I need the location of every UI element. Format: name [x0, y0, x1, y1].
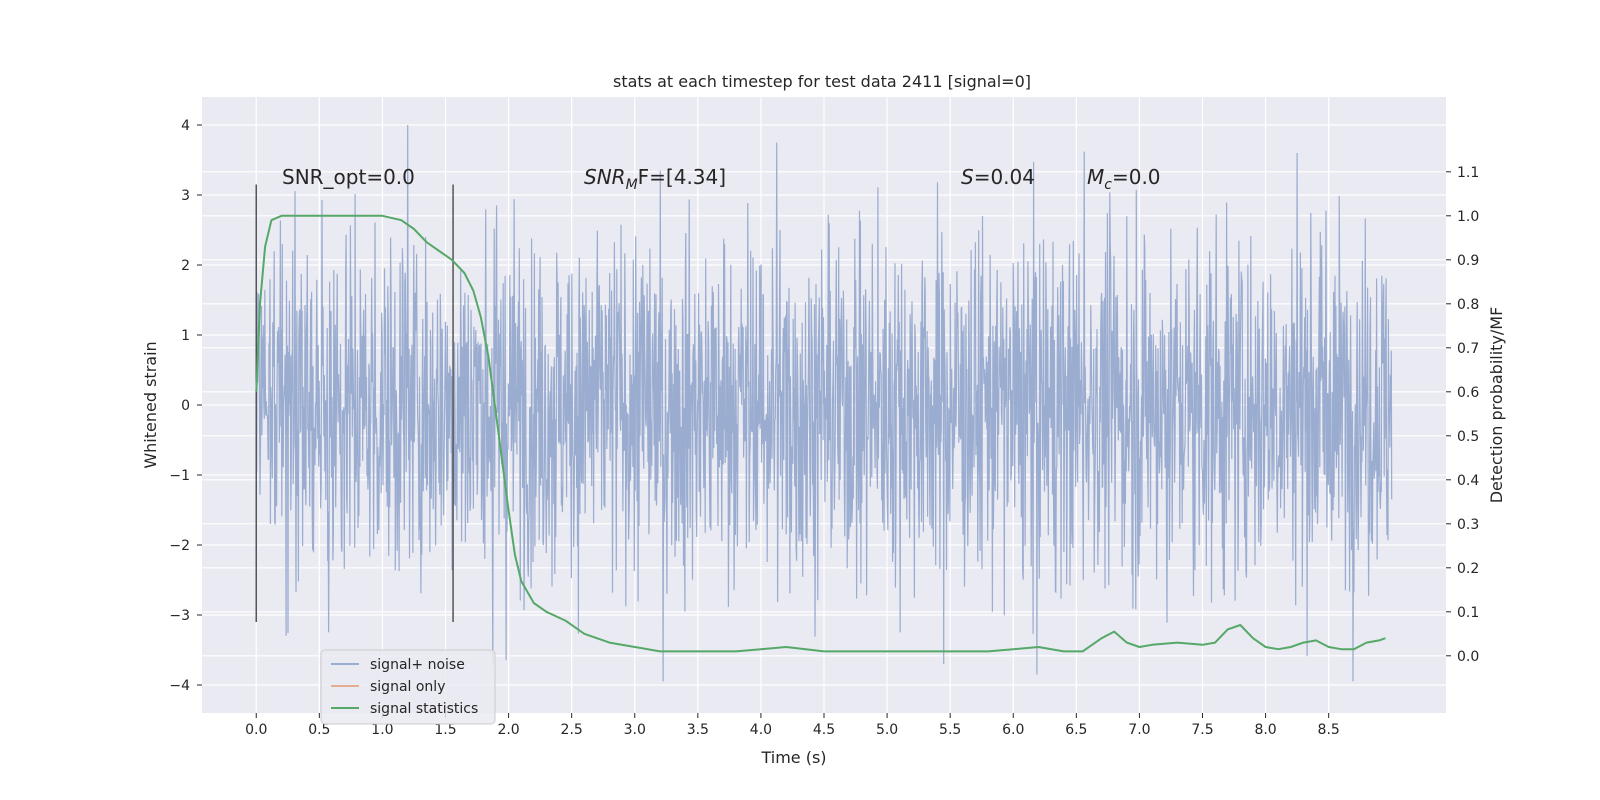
annotation-s: S=0.04 [961, 165, 1035, 189]
y-right-tick-label-11: 0.0 [1457, 649, 1479, 665]
y-right-tick-label-3: 0.8 [1457, 297, 1479, 313]
annotation-snr-mf-main: SNR [584, 165, 626, 189]
legend: signal+ noise signal only signal statist… [320, 649, 496, 725]
y-right-tick-label-10: 0.1 [1457, 605, 1479, 621]
y-tick-label-2: 2 [181, 258, 190, 274]
x-tick-label-15: 7.5 [1191, 722, 1213, 738]
y-right-axis-ticks: 1.1 1.0 0.9 0.8 0.7 0.6 0.5 0.4 0.3 0.2 0.1 0.0 [1446, 165, 1479, 665]
y-tick-label-7: −3 [169, 608, 190, 624]
x-tick-label-0: 0.0 [245, 722, 267, 738]
x-tick-label-12: 6.0 [1002, 722, 1024, 738]
y-tick-label-5: −1 [169, 468, 190, 484]
annotation-snr-mf: SNRMF=[4.34] [584, 165, 726, 193]
x-tick-label-11: 5.5 [939, 722, 961, 738]
y-right-tick-label-9: 0.2 [1457, 561, 1479, 577]
annotation-mc-sub: c [1104, 177, 1112, 193]
y-right-tick-label-4: 0.7 [1457, 341, 1479, 357]
x-tick-label-2: 1.0 [371, 722, 393, 738]
y-right-tick-label-0: 1.1 [1457, 165, 1479, 181]
y-right-tick-label-2: 0.9 [1457, 253, 1479, 269]
x-tick-label-16: 8.0 [1254, 722, 1276, 738]
x-tick-label-3: 1.5 [434, 722, 456, 738]
x-tick-label-7: 3.5 [687, 722, 709, 738]
x-tick-label-17: 8.5 [1318, 722, 1340, 738]
annotation-mc: Mc=0.0 [1087, 165, 1161, 193]
series-signal-statistics [255, 214, 1386, 653]
y-tick-label-8: −4 [169, 678, 190, 694]
annotation-mc-main: M [1087, 165, 1104, 189]
legend-label-noise: signal+ noise [370, 657, 465, 673]
vertical-markers [255, 184, 454, 622]
statistics-line [255, 214, 1386, 653]
legend-box [320, 649, 496, 725]
y-tick-label-3: 1 [181, 328, 190, 344]
x-tick-label-9: 4.5 [813, 722, 835, 738]
x-tick-label-8: 4.0 [750, 722, 772, 738]
y-right-tick-label-5: 0.6 [1457, 385, 1479, 401]
annotation-mc-rest: =0.0 [1112, 165, 1161, 189]
x-tick-label-13: 6.5 [1065, 722, 1087, 738]
noise-line [255, 124, 1393, 682]
annotation-snr-opt: SNR_opt=0.0 [282, 165, 415, 189]
y-right-tick-label-1: 1.0 [1457, 209, 1479, 225]
y-axis-ticks: 4 3 2 1 0 −1 −2 −3 −4 [169, 118, 202, 694]
y-right-tick-label-8: 0.3 [1457, 517, 1479, 533]
y-right-axis-label: Detection probability/MF [1487, 307, 1506, 504]
x-tick-label-10: 5.0 [876, 722, 898, 738]
x-tick-label-6: 3.0 [624, 722, 646, 738]
annotation-s-main: S [961, 165, 974, 189]
x-tick-label-4: 2.0 [497, 722, 519, 738]
x-tick-label-5: 2.5 [561, 722, 583, 738]
annotation-snr-mf-sub: M [626, 177, 638, 193]
legend-label-signal-only: signal only [370, 679, 445, 695]
y-tick-label-4: 0 [181, 398, 190, 414]
x-axis-ticks: 0.0 0.5 1.0 1.5 2.0 2.5 3.0 3.5 4.0 4.5 5.0 5.5 6.0 6… [245, 713, 1340, 738]
x-axis-label: Time (s) [760, 748, 826, 767]
y-axis-label: Whitened strain [141, 341, 160, 468]
x-tick-label-14: 7.0 [1128, 722, 1150, 738]
annotation-snr-mf-rest: F=[4.34] [638, 165, 726, 189]
y-tick-label-1: 3 [181, 188, 190, 204]
y-tick-label-6: −2 [169, 538, 190, 554]
y-right-tick-label-7: 0.4 [1457, 473, 1479, 489]
series-signal-noise [255, 124, 1393, 682]
legend-label-statistics: signal statistics [370, 701, 478, 717]
y-right-tick-label-6: 0.5 [1457, 429, 1479, 445]
chart-title: stats at each timestep for test data 241… [613, 72, 1031, 91]
annotation-s-rest: =0.04 [974, 165, 1035, 189]
y-tick-label-0: 4 [181, 118, 190, 134]
x-tick-label-1: 0.5 [308, 722, 330, 738]
